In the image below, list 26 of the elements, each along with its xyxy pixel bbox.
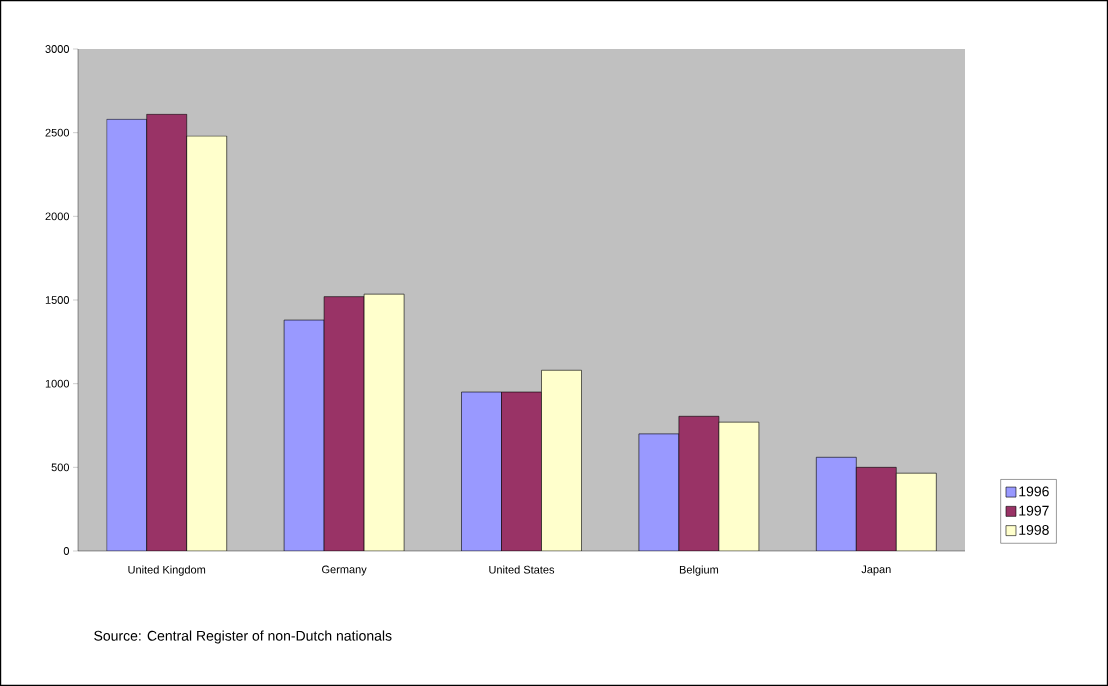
y-tick-label: 0 — [63, 547, 70, 555]
legend-label: 1997 — [1019, 505, 1049, 516]
bar — [146, 114, 187, 551]
bar — [896, 472, 937, 551]
bar — [501, 392, 542, 551]
x-tick-label: Belgium — [679, 565, 719, 576]
legend-label: 1998 — [1019, 524, 1049, 535]
bar — [186, 136, 227, 551]
y-tick-label: 1500 — [45, 296, 70, 304]
source-note: Source: Central Register of non-Dutch nationals — [94, 630, 392, 644]
x-tick-label: Germany — [322, 565, 367, 576]
x-tick-label: Japan — [861, 565, 891, 576]
bar — [856, 467, 897, 551]
y-tick-label: 1000 — [45, 379, 70, 388]
bar — [364, 294, 405, 551]
bar — [718, 422, 759, 551]
y-tick-label: 2500 — [45, 128, 70, 137]
bar — [678, 416, 719, 551]
y-tick-label: 3000 — [45, 45, 70, 53]
legend-label: 1996 — [1019, 486, 1049, 497]
y-tick-label: 2000 — [45, 212, 70, 221]
bar — [541, 370, 582, 551]
y-tick-label: 500 — [51, 463, 70, 472]
bar — [324, 296, 365, 551]
x-tick-label: United Kingdom — [128, 565, 206, 576]
x-tick-label: United States — [489, 565, 555, 574]
